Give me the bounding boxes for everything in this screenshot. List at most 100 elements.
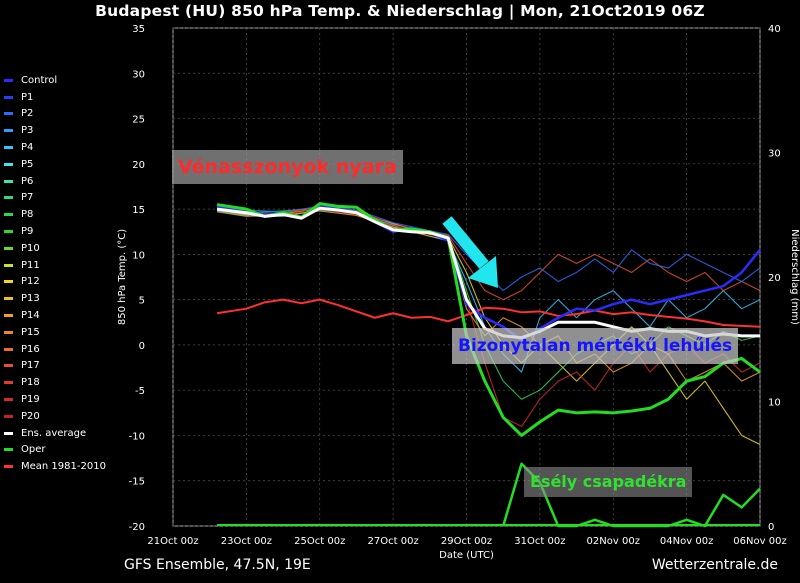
x-tick-label: 29Oct 00z [441, 536, 492, 547]
y2-tick-label: 30 [768, 149, 781, 160]
legend-item: P10 [4, 240, 106, 257]
legend-item: P12 [4, 274, 106, 291]
annotation-precip: Esély csapadékra [524, 467, 693, 497]
legend-label: P17 [21, 360, 40, 372]
y2-tick-label: 0 [768, 522, 774, 533]
x-tick-label: 06Nov 00z [733, 536, 786, 547]
legend-swatch [4, 330, 13, 334]
legend-item: Control [4, 72, 106, 89]
legend-item: P16 [4, 341, 106, 358]
legend-item: P19 [4, 391, 106, 408]
legend-label: P5 [21, 158, 34, 170]
legend-label: P7 [21, 192, 34, 204]
x-tick-label: 27Oct 00z [368, 536, 419, 547]
legend-label: P20 [21, 410, 40, 422]
legend-item: P1 [4, 89, 106, 106]
legend-label: P10 [21, 242, 40, 254]
legend-item: Oper [4, 442, 106, 459]
legend-item: Mean 1981-2010 [4, 458, 106, 475]
plot-frame [172, 27, 761, 527]
legend-item: P13 [4, 290, 106, 307]
legend-swatch [4, 112, 13, 116]
legend-label: P19 [21, 394, 40, 406]
annotation-cooling: Bizonytalan mértékű lehűlés [452, 328, 739, 364]
x-tick-label: 02Nov 00z [587, 536, 640, 547]
y2-tick-label: 20 [768, 273, 781, 284]
legend-swatch [4, 381, 13, 385]
series-line-p12 [216, 208, 761, 446]
legend-label: Mean 1981-2010 [21, 461, 106, 473]
chart-title: Budapest (HU) 850 hPa Temp. & Niederschl… [95, 2, 705, 20]
legend-label: Control [21, 74, 58, 86]
y-tick-label: -5 [135, 386, 145, 397]
legend-label: P16 [21, 343, 40, 355]
legend-swatch [4, 146, 13, 150]
legend-swatch [4, 465, 13, 469]
legend-swatch [4, 364, 13, 368]
legend-label: P2 [21, 108, 34, 120]
x-tick-label: 21Oct 00z [147, 536, 198, 547]
y2-axis-label: Niederschlag (mm) [789, 229, 800, 325]
legend-swatch [4, 297, 13, 301]
legend-label: P6 [21, 175, 34, 187]
y-tick-label: -15 [129, 477, 145, 488]
y-tick-label: 0 [139, 341, 145, 352]
legend-label: Ens. average [21, 427, 87, 439]
legend-swatch [4, 263, 13, 267]
legend-item: P5 [4, 156, 106, 173]
y-tick-label: 30 [132, 69, 145, 80]
x-axis-label: Date (UTC) [439, 550, 494, 561]
legend-swatch [4, 162, 13, 166]
series-line-oper [216, 202, 761, 437]
legend-label: P12 [21, 276, 40, 288]
legend-label: P8 [21, 209, 34, 221]
legend-label: P15 [21, 326, 40, 338]
legend-swatch [4, 230, 13, 234]
legend-label: P4 [21, 142, 34, 154]
legend-swatch [4, 314, 13, 318]
legend-item: P15 [4, 324, 106, 341]
annotation-arrow-shaft [442, 216, 489, 269]
legend-item: P7 [4, 190, 106, 207]
x-tick-label: 31Oct 00z [514, 536, 565, 547]
legend-item: P6 [4, 173, 106, 190]
legend-swatch [4, 280, 13, 284]
y-axis-label: 850 hPa Temp. (°C) [117, 229, 128, 325]
legend-swatch [4, 246, 13, 250]
legend-swatch [4, 448, 13, 452]
legend-swatch [4, 213, 13, 217]
legend-item: P4 [4, 139, 106, 156]
y-tick-label: 5 [139, 296, 145, 307]
y-tick-label: 35 [132, 24, 145, 35]
y-tick-label: 15 [132, 205, 145, 216]
legend-label: Oper [21, 444, 46, 456]
legend-swatch [4, 78, 13, 82]
y-tick-label: 20 [132, 160, 145, 171]
legend-item: P14 [4, 307, 106, 324]
legend-swatch [4, 398, 13, 402]
legend-item: P17 [4, 358, 106, 375]
legend-swatch [4, 129, 13, 133]
x-tick-label: 25Oct 00z [294, 536, 345, 547]
legend-label: P11 [21, 259, 40, 271]
x-tick-label: 23Oct 00z [221, 536, 272, 547]
annotation-warm-spell: Vénasszonyok nyara [172, 150, 403, 184]
legend-label: P18 [21, 377, 40, 389]
series-line-mean-1981-2010 [216, 298, 761, 328]
legend-swatch [4, 179, 13, 183]
model-label: GFS Ensemble, 47.5N, 19E [124, 557, 311, 573]
legend-swatch [4, 431, 13, 435]
legend-swatch [4, 95, 13, 99]
legend-item: Ens. average [4, 425, 106, 442]
legend-swatch [4, 347, 13, 351]
legend-item: P11 [4, 257, 106, 274]
y2-tick-label: 40 [768, 24, 781, 35]
y-tick-label: 10 [132, 250, 145, 261]
source-label: Wetterzentrale.de [651, 557, 778, 573]
legend-item: P9 [4, 223, 106, 240]
legend-item: P2 [4, 106, 106, 123]
legend-swatch [4, 414, 13, 418]
legend-label: P13 [21, 293, 40, 305]
legend-item: P20 [4, 408, 106, 425]
legend-label: P14 [21, 310, 40, 322]
